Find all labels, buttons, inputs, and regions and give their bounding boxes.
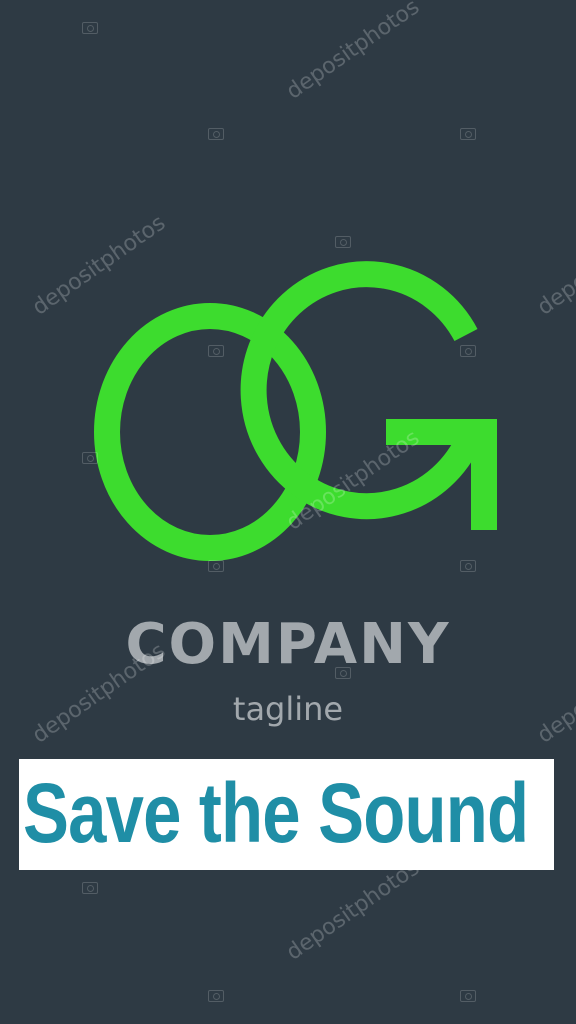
camera-icon xyxy=(208,345,224,357)
tagline-text: tagline xyxy=(232,690,344,728)
camera-icon xyxy=(208,128,224,140)
camera-icon xyxy=(460,128,476,140)
camera-icon xyxy=(460,990,476,1002)
banner: Save the Sound xyxy=(19,759,554,870)
camera-icon xyxy=(82,22,98,34)
camera-icon xyxy=(208,560,224,572)
camera-icon xyxy=(208,990,224,1002)
camera-icon xyxy=(460,560,476,572)
letter-g-shape xyxy=(240,261,485,520)
camera-icon xyxy=(460,345,476,357)
banner-text: Save the Sound xyxy=(23,766,529,860)
camera-icon xyxy=(335,667,351,679)
company-name: COMPANY xyxy=(125,612,451,677)
camera-icon xyxy=(335,236,351,248)
letter-g-arm xyxy=(386,419,497,530)
camera-icon xyxy=(82,452,98,464)
camera-icon xyxy=(82,882,98,894)
letter-o-shape xyxy=(94,303,326,561)
